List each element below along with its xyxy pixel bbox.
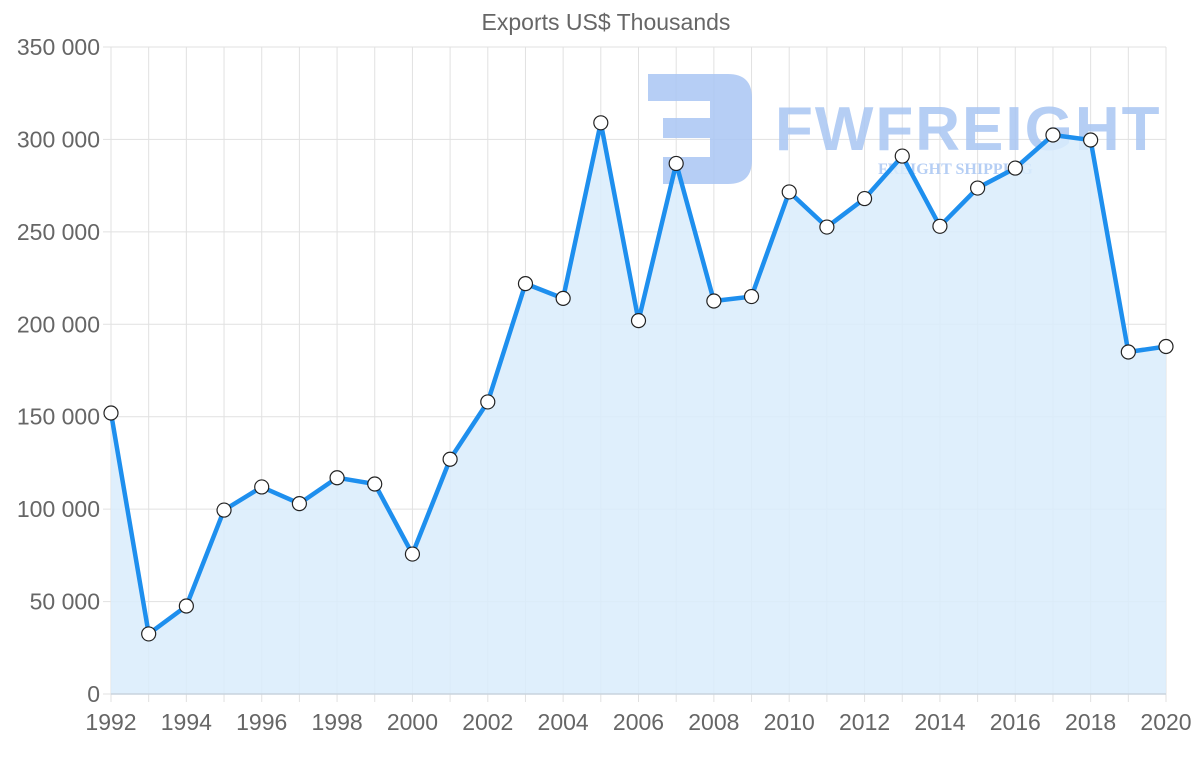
data-points <box>103 115 1174 642</box>
fwfreight-logo-icon <box>648 74 752 184</box>
data-point[interactable] <box>480 394 496 410</box>
data-point[interactable] <box>668 155 684 172</box>
x-tick-label: 1996 <box>236 709 287 735</box>
x-tick-label: 2008 <box>688 709 739 735</box>
y-tick-label: 150 000 <box>17 404 100 430</box>
data-point[interactable] <box>216 502 232 518</box>
data-point[interactable] <box>103 405 119 421</box>
y-tick-label: 250 000 <box>17 219 100 245</box>
data-point[interactable] <box>894 148 910 164</box>
x-tick-label: 2014 <box>914 709 965 735</box>
data-point[interactable] <box>555 290 571 307</box>
area-fill-path <box>111 122 1166 695</box>
x-tick-label: 1998 <box>311 709 362 735</box>
x-tick-label: 1994 <box>161 709 212 735</box>
data-point[interactable] <box>970 180 986 196</box>
x-tick-label: 2002 <box>462 709 513 735</box>
x-axis-ticks: 1992 1994 1996 1998 2000 2002 2004 2006 2008 2010… <box>85 709 1191 735</box>
data-point[interactable] <box>404 546 421 562</box>
x-tick-label: 1992 <box>85 709 136 735</box>
y-tick-label: 0 <box>87 681 100 707</box>
x-tick-label: 2016 <box>990 709 1041 735</box>
y-tick-label: 200 000 <box>17 311 100 337</box>
chart-title: Exports US$ Thousands <box>482 9 731 35</box>
data-point[interactable] <box>367 476 383 492</box>
data-point[interactable] <box>329 470 345 486</box>
x-tick-label: 2020 <box>1140 709 1191 735</box>
data-point[interactable] <box>819 219 835 235</box>
data-point[interactable] <box>932 218 948 234</box>
y-tick-label: 300 000 <box>17 126 100 152</box>
x-tick-label: 2004 <box>538 709 589 735</box>
x-tick-label: 2006 <box>613 709 664 735</box>
x-tick-label: 2010 <box>764 709 815 735</box>
data-point[interactable] <box>517 276 534 292</box>
data-point[interactable] <box>593 115 609 131</box>
data-point[interactable] <box>1120 344 1136 360</box>
data-point[interactable] <box>781 184 797 200</box>
x-tick-label: 2000 <box>387 709 438 735</box>
data-point[interactable] <box>743 288 760 305</box>
y-axis-ticks: 0 50 000 100 000 150 000 200 000 250 000 300 0… <box>17 34 100 707</box>
data-point[interactable] <box>442 451 458 467</box>
data-point[interactable] <box>1158 338 1174 355</box>
fwfreight-watermark: FWFREIGHT FREIGHT SHIPPING <box>648 74 1162 184</box>
area-fill <box>111 122 1166 695</box>
x-tick-label: 2012 <box>839 709 890 735</box>
data-point[interactable] <box>630 312 647 329</box>
data-point[interactable] <box>291 495 307 512</box>
y-tick-label: 350 000 <box>17 34 100 60</box>
data-point[interactable] <box>254 479 270 495</box>
watermark-tagline: FREIGHT SHIPPING <box>878 161 1033 178</box>
data-point[interactable] <box>141 626 157 642</box>
data-point[interactable] <box>856 190 873 207</box>
y-tick-label: 100 000 <box>17 496 100 522</box>
data-point[interactable] <box>1045 127 1061 143</box>
x-tick-label: 2018 <box>1065 709 1116 735</box>
y-tick-label: 50 000 <box>30 589 100 615</box>
watermark-brand: FWFREIGHT <box>775 95 1162 164</box>
data-point[interactable] <box>178 598 194 614</box>
data-point[interactable] <box>1083 132 1099 148</box>
data-point[interactable] <box>706 293 722 309</box>
data-point[interactable] <box>1007 160 1023 176</box>
